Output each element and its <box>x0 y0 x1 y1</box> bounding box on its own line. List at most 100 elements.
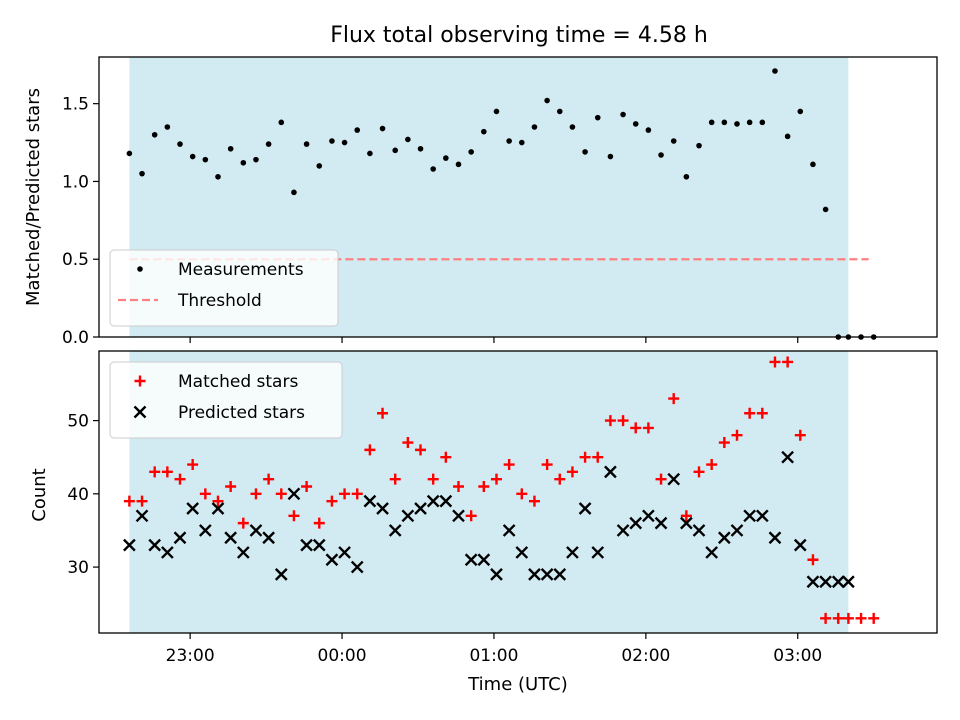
matched-star-point <box>250 488 262 500</box>
matched-star-point <box>592 451 604 463</box>
matched-star-point <box>630 422 642 434</box>
y-tick-label: 30 <box>67 558 89 578</box>
predicted-star-point <box>123 538 136 552</box>
measurement-point <box>455 161 462 168</box>
matched-star-point <box>706 459 718 471</box>
predicted-star-point <box>148 538 162 552</box>
x-tick-label: 03:00 <box>773 646 822 666</box>
chart-title: Flux total observing time = 4.58 h <box>330 23 708 48</box>
axes-frame <box>98 350 938 634</box>
measurement-point <box>772 68 778 74</box>
matched-star-point <box>225 481 237 493</box>
matched-star-point <box>237 517 249 529</box>
legend-marker-swatch <box>137 266 143 272</box>
matched-star-point <box>453 481 465 493</box>
predicted-star-point <box>654 516 668 530</box>
matched-star-point <box>427 473 439 485</box>
predicted-star-point <box>842 575 855 589</box>
matched-star-point <box>541 459 553 471</box>
matched-star-point <box>377 407 389 419</box>
x-axis-label: Time (UTC) <box>467 674 568 695</box>
measurement-point <box>265 141 272 147</box>
matched-star-point <box>149 466 161 478</box>
measurement-point <box>151 131 158 138</box>
matched-star-point <box>718 437 730 449</box>
measurement-point <box>354 127 361 133</box>
predicted-star-point <box>578 502 592 515</box>
measurement-point <box>405 136 411 143</box>
measurement-point <box>759 119 766 126</box>
y-tick-label: 0.0 <box>62 328 89 348</box>
measurement-point <box>632 121 639 127</box>
measurement-point <box>417 145 424 152</box>
matched-star-point <box>263 473 275 485</box>
predicted-star-point <box>616 524 630 537</box>
measurement-point <box>696 142 702 149</box>
matched-star-point <box>199 488 211 500</box>
measurement-point <box>518 139 525 146</box>
predicted-star-point <box>350 560 364 574</box>
measurement-point <box>240 159 247 166</box>
measurement-point <box>379 125 386 132</box>
predicted-star-point <box>667 472 681 486</box>
measurement-point <box>797 108 804 115</box>
matched-star-point <box>301 481 313 493</box>
measurement-point <box>658 152 664 158</box>
matched-star-point <box>161 466 173 478</box>
measurement-point <box>392 147 399 154</box>
predicted-star-point <box>173 531 187 545</box>
legend-box <box>109 249 339 327</box>
matched-star-point <box>136 495 148 507</box>
matched-star-point <box>339 488 351 500</box>
measurement-point <box>316 163 323 169</box>
predicted-star-point <box>743 509 757 523</box>
measurement-point <box>607 153 614 160</box>
predicted-star-point <box>604 465 617 479</box>
predicted-star-point <box>363 494 377 508</box>
measurement-point <box>291 189 297 196</box>
matched-star-point <box>326 495 338 507</box>
predicted-star-point <box>224 531 237 545</box>
measurement-point <box>620 111 626 118</box>
y-tick-label: 40 <box>67 485 89 505</box>
predicted-star-point <box>566 546 579 559</box>
matched-star-point <box>693 466 705 478</box>
legend-marker-swatch <box>134 375 146 387</box>
measurement-point <box>189 153 196 160</box>
measurement-point <box>126 150 133 157</box>
measurement-point <box>582 149 588 155</box>
matched-star-point <box>655 473 667 485</box>
matched-star-point <box>187 459 199 471</box>
predicted-star-point <box>401 509 415 523</box>
predicted-star-point <box>591 546 605 559</box>
measurement-point <box>569 124 576 130</box>
predicted-star-point <box>198 524 212 537</box>
predicted-star-point <box>490 568 503 581</box>
matched-star-point <box>174 473 186 485</box>
measurement-point <box>468 149 474 155</box>
predicted-star-point <box>793 538 807 552</box>
bottom-panel: 30 40 50 23:00 00:00 01:00 02:00 03:00 Matched s… <box>67 350 938 666</box>
predicted-star-point <box>388 524 402 537</box>
measurement-point <box>367 150 373 157</box>
predicted-star-point <box>274 568 288 581</box>
measurement-point <box>164 124 171 130</box>
measurement-point <box>177 141 183 147</box>
predicted-star-point <box>426 494 440 508</box>
predicted-star-point <box>376 502 389 515</box>
matched-star-point <box>465 510 477 522</box>
predicted-star-point <box>161 546 174 559</box>
top-panel: 0.0 0.5 1.0 1.5 Measurements Threshold <box>62 56 938 348</box>
x-tick-label: 23:00 <box>166 646 215 666</box>
predicted-star-point <box>705 546 719 559</box>
measurement-point <box>202 156 209 163</box>
matched-star-point <box>123 495 135 507</box>
measurement-point <box>645 127 652 133</box>
matched-star-point <box>440 451 452 463</box>
measurement-point <box>303 141 310 147</box>
measurement-point <box>683 173 690 180</box>
matched-star-point <box>364 444 376 456</box>
measurement-point <box>329 138 335 144</box>
measurement-point <box>746 119 753 126</box>
predicted-star-point <box>642 509 655 523</box>
